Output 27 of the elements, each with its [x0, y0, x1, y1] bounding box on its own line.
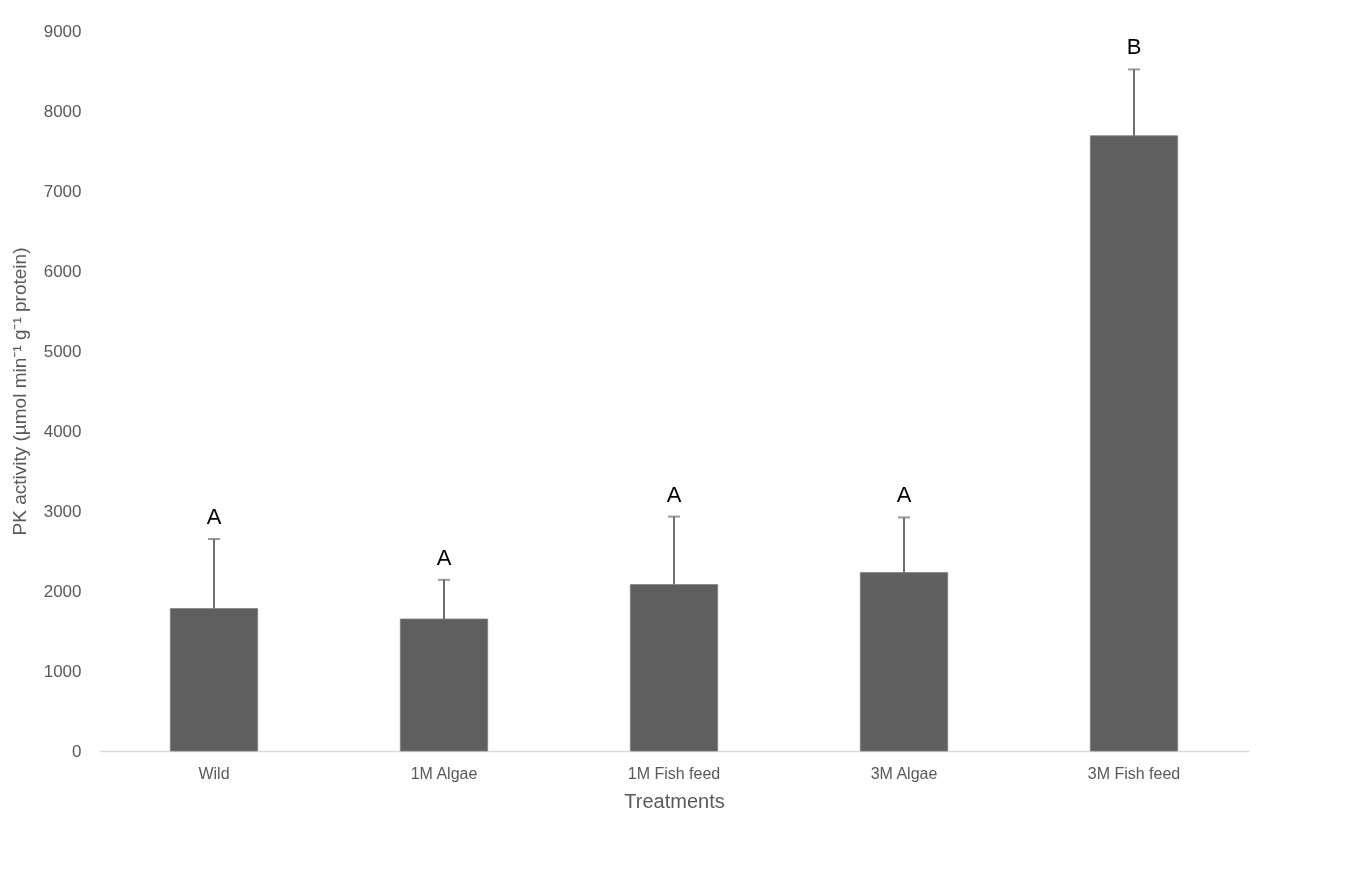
y-tick-label: 1000: [43, 661, 82, 681]
y-tick-label: 7000: [43, 181, 82, 201]
x-tick-label: Wild: [198, 764, 230, 782]
annotation: A: [436, 544, 452, 570]
y-axis-title: PK activity (µmol min⁻¹ g⁻¹ protein): [8, 247, 30, 536]
bar: [629, 584, 719, 752]
y-tick-label: 4000: [43, 421, 82, 441]
x-tick-label: 3M Fish feed: [1087, 764, 1181, 782]
y-tick-label: 5000: [43, 341, 82, 361]
y-tick-label: 2000: [43, 581, 82, 601]
bar: [1089, 135, 1179, 752]
x-tick-label: 1M Fish feed: [627, 764, 721, 782]
bar: [399, 618, 489, 752]
y-tick-label: 6000: [43, 261, 82, 281]
x-tick-label: 1M Algae: [410, 764, 478, 782]
y-tick-label: 0: [72, 741, 82, 761]
y-tick-label: 9000: [43, 21, 82, 41]
x-axis-title: Treatments: [624, 789, 725, 812]
annotation: B: [1126, 34, 1142, 60]
x-tick-label: 3M Algae: [870, 764, 938, 782]
annotation: A: [206, 504, 222, 529]
annotation: A: [666, 481, 682, 507]
y-tick-label: 3000: [43, 501, 82, 521]
bar: [859, 572, 949, 752]
y-tick-label: 8000: [43, 101, 82, 121]
bar: [169, 608, 259, 752]
annotation: A: [896, 482, 912, 508]
